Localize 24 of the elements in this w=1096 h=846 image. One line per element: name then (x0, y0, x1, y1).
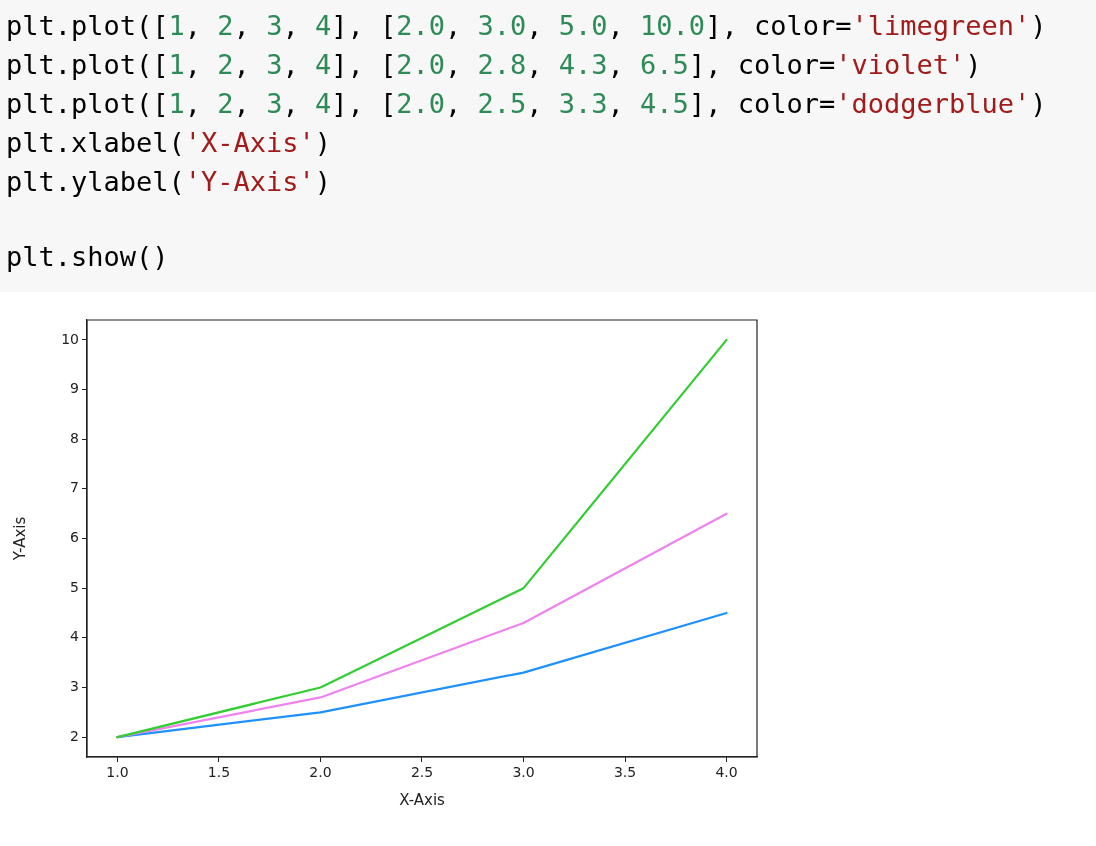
text: plt.plot([1, 2, 3, 4], [2.0, 2.5, 3.3, 4.5], color='dodgerblue') (6, 88, 1047, 119)
x-tick-label: 3.5 (613, 764, 637, 781)
text: plt.ylabel('Y-Axis') (6, 165, 333, 199)
y-axis-title: Y-Axis (10, 516, 29, 562)
x-tick-label: 1.0 (106, 764, 129, 781)
x-tick-label: 2.5 (410, 764, 434, 781)
x-tick-label: 1.5 (207, 764, 231, 781)
y-tick-label: 5 (70, 578, 79, 595)
y-tick-label: 8 (70, 429, 79, 446)
text: plt.show() (6, 240, 170, 274)
y-tick-label: 3 (70, 678, 79, 695)
x-axis-title: X-Axis (399, 790, 446, 809)
y-tick-label: 9 (70, 380, 79, 397)
y-tick-label: 2 (70, 727, 79, 744)
x-tick-label: 4.0 (715, 764, 738, 781)
text: plt.plot([1, 2, 3, 4], [2.0, 2.8, 4.3, 6.5], color='violet') (6, 49, 982, 80)
y-tick-label: 6 (70, 529, 80, 546)
y-tick-label: 10 (61, 330, 79, 347)
text: plt.xlabel('X-Axis') (6, 126, 333, 160)
y-tick-label: 4 (70, 628, 80, 645)
x-tick-label: 2.0 (309, 764, 332, 781)
x-tick-label: 3.0 (512, 764, 535, 781)
y-tick-label: 7 (70, 479, 79, 496)
text: plt.plot([1, 2, 3, 4], [2.0, 3.0, 5.0, 10.0], color='limegreen') (6, 10, 1047, 41)
